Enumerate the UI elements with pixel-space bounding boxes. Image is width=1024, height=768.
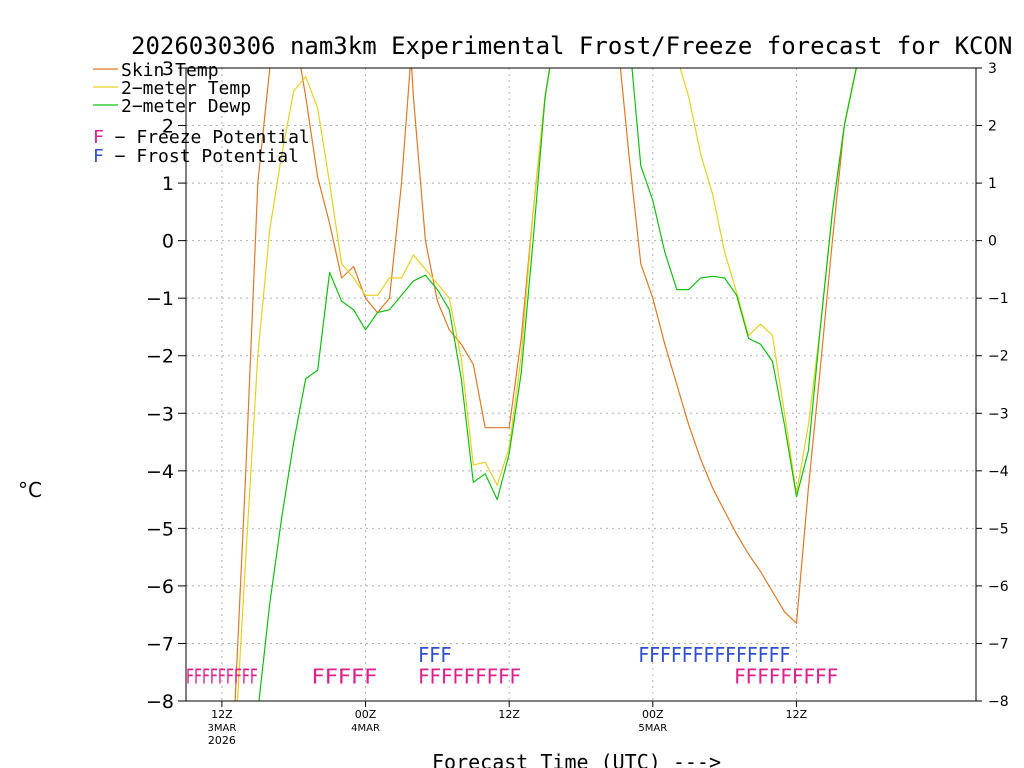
x-tick-label: 00Z bbox=[355, 708, 377, 721]
y-tick-label-left: 0 bbox=[162, 231, 174, 253]
potential-legend-entry: F − Freeze Potential bbox=[93, 127, 310, 148]
y-tick-label-left: −3 bbox=[146, 403, 174, 425]
y-tick-label-left: 1 bbox=[162, 173, 174, 195]
x-tick-label: 12Z bbox=[498, 708, 520, 721]
y-tick-label-right: −8 bbox=[988, 694, 1009, 710]
y-tick-label-left: −2 bbox=[146, 346, 174, 368]
legend-label: 2−meter Temp bbox=[121, 78, 251, 99]
x-tick-date: 5MAR bbox=[638, 723, 667, 734]
y-tick-label-right: −6 bbox=[988, 579, 1009, 595]
y-tick-label-left: −6 bbox=[146, 576, 174, 598]
x-axis-label: Forecast Time (UTC) ---> bbox=[432, 750, 721, 768]
series-lines bbox=[234, 68, 858, 701]
frost-freeze-markers: FFFFFFFFF FFFFF FFFFFFFFFFFF FFFFFFFFFFFFFF… bbox=[186, 643, 838, 688]
y-tick-label-left: −7 bbox=[146, 633, 174, 655]
y-tick-label-right: 3 bbox=[988, 61, 997, 77]
freeze-potential-row: FFFFFFFFF bbox=[734, 664, 838, 688]
x-tick-label: 12Z bbox=[786, 708, 808, 721]
y-tick-label-right: −7 bbox=[988, 636, 1009, 652]
y-tick-label-right: −2 bbox=[988, 349, 1009, 365]
x-tick-year: 2026 bbox=[208, 734, 236, 747]
y-tick-label-right: −3 bbox=[988, 406, 1009, 422]
y-tick-label-left: 2 bbox=[162, 116, 174, 138]
legend-label: 2−meter Dewp bbox=[121, 96, 251, 117]
series-line-skin-temp bbox=[234, 68, 858, 701]
y-tick-label-left: −8 bbox=[146, 691, 174, 713]
plot-frame bbox=[185, 67, 977, 702]
y-tick-label-right: 2 bbox=[988, 119, 997, 135]
y-tick-label-right: −4 bbox=[988, 464, 1009, 480]
y-tick-label-left: −4 bbox=[146, 461, 174, 483]
freeze-potential-row: FFFFF bbox=[312, 664, 378, 688]
y-tick-label-left: 3 bbox=[162, 58, 174, 80]
legend-label: Skin Temp bbox=[121, 60, 219, 81]
series-line-2-meter-dewp bbox=[258, 68, 857, 701]
x-tick-label: 12Z bbox=[211, 708, 233, 721]
y-tick-label-right: −1 bbox=[988, 291, 1009, 307]
x-tick-label: 00Z bbox=[642, 708, 664, 721]
freeze-potential-row: FFFFFFFFF bbox=[418, 664, 521, 688]
frost-potential-row: FFF bbox=[418, 643, 452, 667]
y-axis-right: 3 2 1 0 −1 −2 −3 −4 −5 −6 −7 −8 bbox=[976, 61, 1009, 710]
freeze-potential-row: FFFFFFFFF bbox=[186, 664, 258, 688]
x-tick-date: 4MAR bbox=[351, 723, 380, 734]
x-tick-date: 3MAR bbox=[208, 723, 237, 734]
y-tick-label-left: −1 bbox=[146, 288, 174, 310]
series-line-2-meter-temp bbox=[236, 68, 857, 701]
potential-legend-entry: F − Frost Potential bbox=[93, 146, 299, 167]
y-axis-left: 3 2 1 0 −1 −2 −3 −4 −5 −6 −7 −8 bbox=[146, 58, 186, 713]
y-tick-label-left: −5 bbox=[146, 518, 174, 540]
y-tick-label-right: 0 bbox=[988, 234, 997, 250]
frost-potential-row: FFFFFFFFFFFFFF bbox=[638, 643, 790, 667]
y-axis-label: °C bbox=[18, 478, 42, 502]
chart-title: 2026030306 nam3km Experimental Frost/Fre… bbox=[131, 32, 1012, 60]
y-tick-label-right: 1 bbox=[988, 176, 997, 192]
y-tick-label-right: −5 bbox=[988, 521, 1009, 537]
